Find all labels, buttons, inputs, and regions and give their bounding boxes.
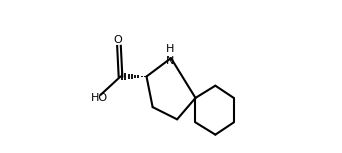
Text: N: N bbox=[166, 56, 174, 66]
Text: HO: HO bbox=[91, 93, 108, 103]
Text: O: O bbox=[114, 35, 122, 45]
Text: H: H bbox=[166, 44, 174, 54]
